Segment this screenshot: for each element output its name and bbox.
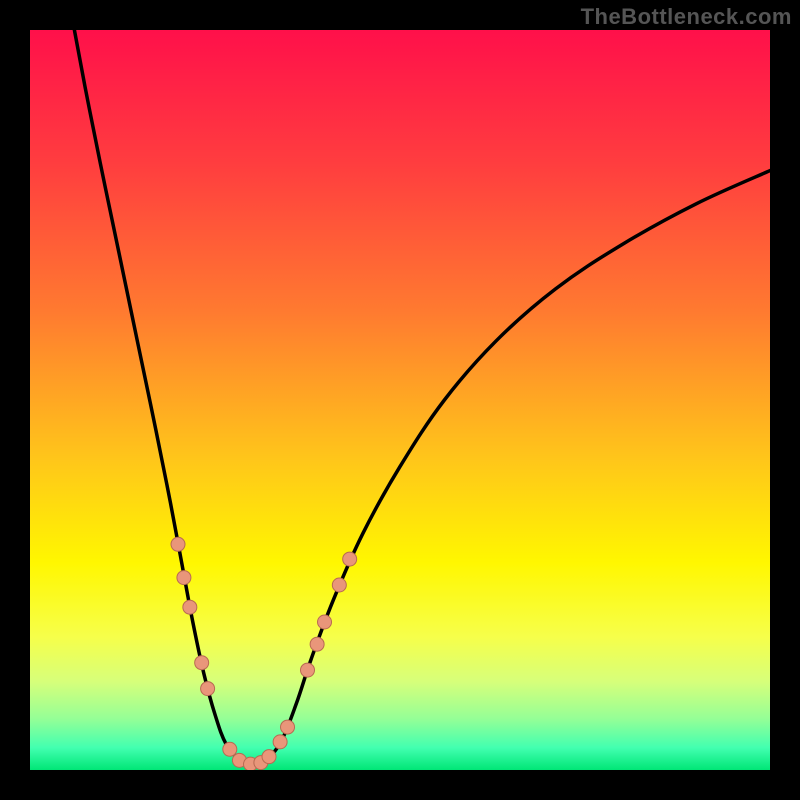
marker-point — [195, 656, 209, 670]
chart-background — [30, 30, 770, 770]
chart-container: TheBottleneck.com — [0, 0, 800, 800]
marker-point — [183, 600, 197, 614]
marker-point — [273, 735, 287, 749]
marker-point — [281, 720, 295, 734]
marker-point — [223, 742, 237, 756]
bottleneck-chart — [30, 30, 770, 770]
marker-point — [262, 750, 276, 764]
marker-point — [177, 571, 191, 585]
marker-point — [201, 682, 215, 696]
marker-point — [318, 615, 332, 629]
marker-point — [171, 537, 185, 551]
marker-point — [310, 637, 324, 651]
watermark-text: TheBottleneck.com — [581, 4, 792, 30]
marker-point — [301, 663, 315, 677]
marker-point — [332, 578, 346, 592]
marker-point — [343, 552, 357, 566]
plot-area — [30, 30, 770, 770]
